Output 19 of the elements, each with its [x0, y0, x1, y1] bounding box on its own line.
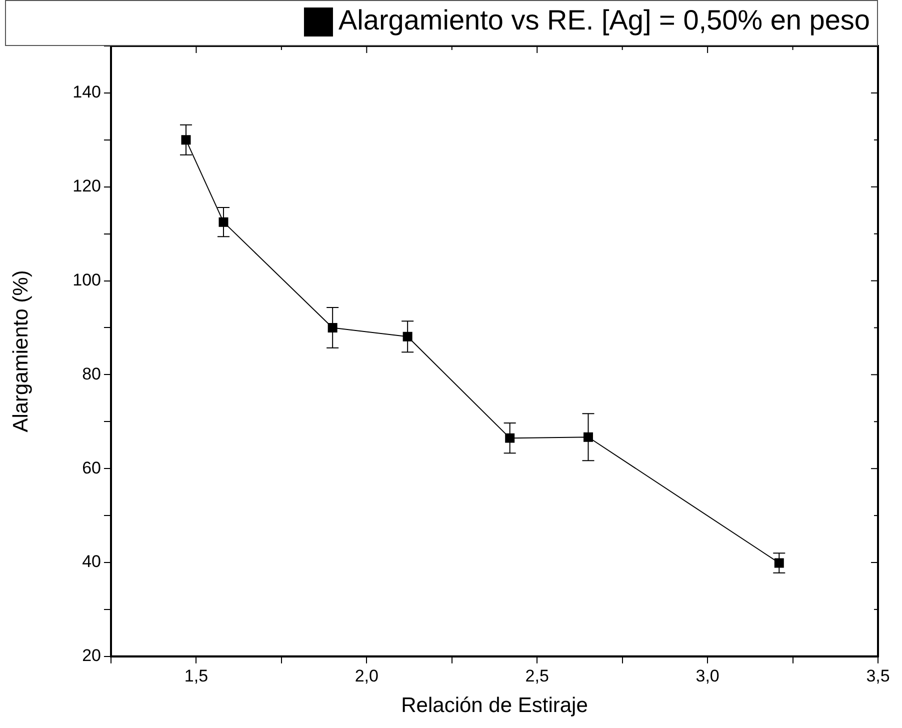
point	[328, 322, 338, 332]
point	[584, 432, 593, 442]
x-tick-label: 3,0	[696, 666, 720, 686]
y-tick-label: 60	[82, 458, 101, 478]
x-tick-label: 3,5	[866, 666, 890, 686]
x-tick-label: 2,5	[525, 666, 549, 686]
y-tick-label: 20	[82, 646, 101, 666]
y-tick-label: 100	[72, 270, 101, 290]
x-axis-title: Relación de Estiraje	[401, 694, 588, 718]
y-tick-label: 120	[72, 176, 101, 196]
y-tick-label: 80	[82, 364, 101, 384]
legend-label: Alargamiento vs RE. [Ag] = 0,50% en peso	[338, 4, 870, 36]
y-axis-title: Alargamiento (%)	[9, 270, 32, 432]
y-tick-label: 140	[72, 82, 101, 102]
y-tick-label: 40	[82, 552, 101, 572]
point	[505, 433, 515, 443]
x-tick-label: 2,0	[354, 666, 378, 686]
point	[402, 332, 412, 342]
x-tick-label: 1,5	[184, 666, 208, 686]
